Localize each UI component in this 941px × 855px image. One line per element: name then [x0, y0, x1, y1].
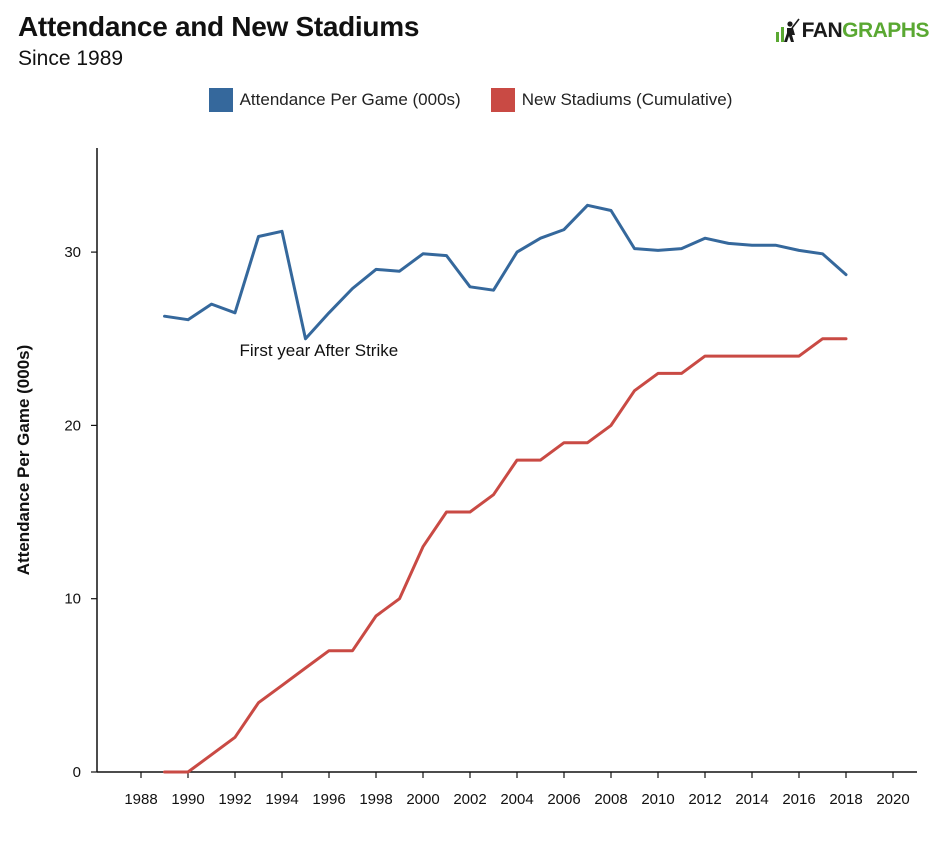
logo-text-fan: FAN	[801, 19, 843, 42]
x-tick-label: 2004	[500, 791, 533, 808]
series-line-0	[163, 203, 848, 341]
chart-annotations: First year After Strike	[240, 341, 399, 360]
x-tick-label: 2002	[453, 791, 486, 808]
x-tick-label: 2006	[547, 791, 580, 808]
legend-label-attendance: Attendance Per Game (000s)	[239, 90, 461, 109]
chart-legend: Attendance Per Game (000s) New Stadiums …	[0, 88, 941, 112]
x-tick-label: 1992	[218, 791, 251, 808]
y-tick-label: 0	[73, 764, 81, 781]
x-tick-label: 2012	[688, 791, 721, 808]
chart-axes: 1988 1990 1992 1994 1996 1998 2000 2002 2004 2006…	[14, 148, 917, 808]
y-tick-label: 10	[64, 591, 81, 608]
x-tick-label: 1988	[124, 791, 157, 808]
x-tick-label: 2016	[782, 791, 815, 808]
y-axis-label: Attendance Per Game (000s)	[14, 345, 33, 576]
legend-swatch-attendance	[208, 88, 233, 112]
batter-icon	[775, 18, 800, 42]
x-tick-label: 2014	[735, 791, 768, 808]
x-tick-label: 2020	[876, 791, 909, 808]
chart-title: Attendance and New Stadiums	[18, 11, 420, 42]
annotation-label: First year After Strike	[240, 341, 399, 360]
legend-label-stadiums: New Stadiums (Cumulative)	[521, 90, 733, 109]
x-tick-label: 1990	[171, 791, 204, 808]
x-tick-label: 2008	[594, 791, 627, 808]
chart-lines	[163, 203, 848, 774]
series-line-1	[163, 337, 848, 774]
x-tick-label: 2000	[406, 791, 439, 808]
x-tick-label: 1996	[312, 791, 345, 808]
chart-subtitle: Since 1989	[18, 47, 124, 70]
legend-item-attendance[interactable]: Attendance Per Game (000s)	[208, 88, 461, 112]
fangraphs-logo[interactable]: FAN GRAPHS	[774, 18, 929, 44]
x-tick-label: 2018	[829, 791, 862, 808]
y-tick-label: 20	[64, 417, 81, 434]
y-tick-label: 30	[64, 244, 81, 261]
x-tick-label: 1994	[265, 791, 298, 808]
x-tick-label: 2010	[641, 791, 674, 808]
legend-swatch-stadiums	[490, 88, 515, 112]
x-tick-label: 1998	[359, 791, 392, 808]
logo-text-graphs: GRAPHS	[842, 19, 929, 42]
legend-item-stadiums[interactable]: New Stadiums (Cumulative)	[490, 88, 733, 112]
